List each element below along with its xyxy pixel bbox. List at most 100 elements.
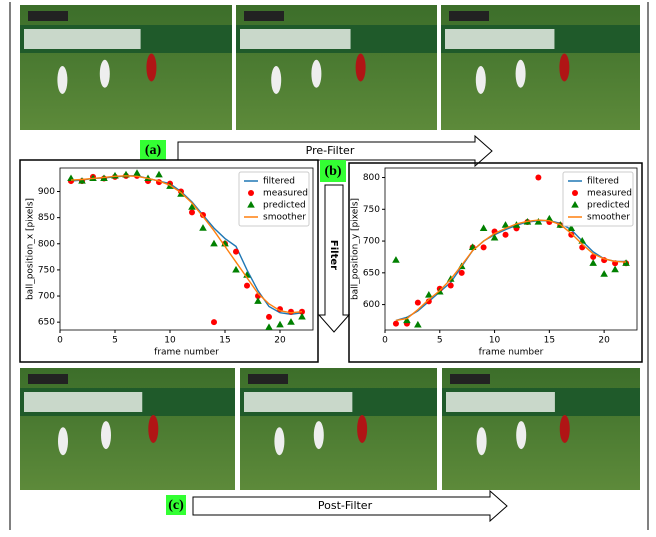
panel-label: (b)	[324, 164, 341, 179]
banner-sign	[445, 29, 555, 49]
banner-sign	[244, 392, 353, 412]
player	[559, 415, 570, 443]
marker	[414, 320, 422, 328]
marker	[211, 319, 217, 326]
x-tick-label: 10	[489, 336, 501, 346]
marker	[414, 299, 421, 306]
x-axis-label: frame number	[154, 348, 219, 358]
x-tick-label: 10	[164, 336, 176, 346]
marker	[535, 174, 542, 181]
marker	[189, 209, 195, 216]
marker	[479, 224, 488, 231]
label-bg	[140, 140, 166, 160]
marker	[254, 297, 262, 304]
banner-sign	[240, 29, 351, 49]
series-line	[70, 175, 303, 314]
player	[271, 66, 282, 94]
y-tick-label: 600	[363, 300, 380, 310]
player	[101, 421, 111, 450]
marker	[200, 212, 206, 219]
y-tick-label: 900	[38, 187, 55, 197]
marker	[287, 318, 295, 325]
legend-box	[238, 171, 310, 227]
marker	[199, 224, 207, 231]
y-tick-label: 800	[38, 239, 55, 249]
player	[58, 427, 68, 456]
marker	[265, 323, 273, 330]
player	[311, 59, 322, 88]
marker	[248, 190, 254, 196]
legend-label: measured	[263, 189, 308, 199]
photo-row	[20, 5, 640, 490]
marker	[447, 282, 454, 289]
marker	[133, 169, 141, 176]
chart-box	[348, 162, 643, 363]
marker	[233, 248, 239, 255]
photo	[240, 368, 437, 490]
panel-label: (c)	[168, 498, 184, 513]
y-tick-label: 750	[38, 265, 55, 275]
arrow-label: Post-Filter	[318, 499, 373, 512]
y-axis-label: ball_position_x [pixels]	[26, 198, 36, 300]
photo	[441, 5, 640, 130]
photo	[20, 5, 232, 130]
banner-sign	[446, 392, 555, 412]
marker	[232, 265, 240, 273]
x-tick-label: 5	[112, 336, 118, 346]
arrow	[192, 489, 508, 523]
marker	[502, 231, 509, 238]
marker	[600, 270, 608, 277]
marker	[490, 233, 499, 241]
y-tick-label: 700	[363, 237, 380, 247]
x-tick-label: 15	[219, 336, 230, 346]
marker	[276, 320, 284, 328]
marker	[501, 221, 510, 228]
y-tick-label: 750	[363, 205, 380, 215]
series-line	[395, 220, 627, 322]
scoreboard	[244, 11, 284, 21]
marker	[425, 298, 432, 305]
legend-label: filtered	[263, 177, 295, 187]
marker	[572, 190, 578, 196]
player	[99, 59, 110, 88]
scoreboard	[450, 374, 490, 384]
scoreboard	[449, 11, 489, 21]
photo	[20, 368, 235, 490]
legend-label: filtered	[587, 177, 619, 187]
marker	[298, 312, 306, 320]
marker	[622, 259, 630, 266]
x-axis-label: frame number	[479, 348, 544, 358]
marker	[571, 201, 579, 208]
player	[148, 415, 159, 443]
legend-label: smoother	[263, 213, 306, 223]
player	[313, 421, 324, 450]
legend-label: smoother	[587, 213, 630, 223]
x-tick-label: 20	[598, 336, 610, 346]
scoreboard	[28, 374, 68, 384]
photo	[442, 368, 640, 490]
marker	[392, 320, 399, 327]
player	[515, 59, 526, 88]
marker	[567, 224, 576, 231]
player	[355, 53, 366, 82]
y-tick-label: 650	[38, 318, 55, 328]
marker	[480, 244, 487, 251]
player	[57, 66, 68, 94]
x-tick-label: 0	[382, 336, 388, 346]
legend-label: predicted	[587, 201, 630, 211]
player	[559, 53, 570, 82]
arrow	[317, 184, 351, 333]
player	[357, 415, 368, 443]
marker	[425, 291, 433, 298]
legend-box	[562, 171, 634, 227]
marker	[458, 269, 465, 276]
marker	[589, 259, 597, 266]
marker	[590, 253, 597, 260]
y-tick-label: 700	[38, 292, 55, 302]
chart-box	[19, 159, 319, 363]
x-tick-label: 0	[57, 336, 63, 346]
y-tick-label: 850	[38, 213, 55, 223]
legend-label: predicted	[263, 201, 306, 211]
arrow-label: Filter	[328, 240, 339, 270]
x-tick-label: 15	[544, 336, 555, 346]
